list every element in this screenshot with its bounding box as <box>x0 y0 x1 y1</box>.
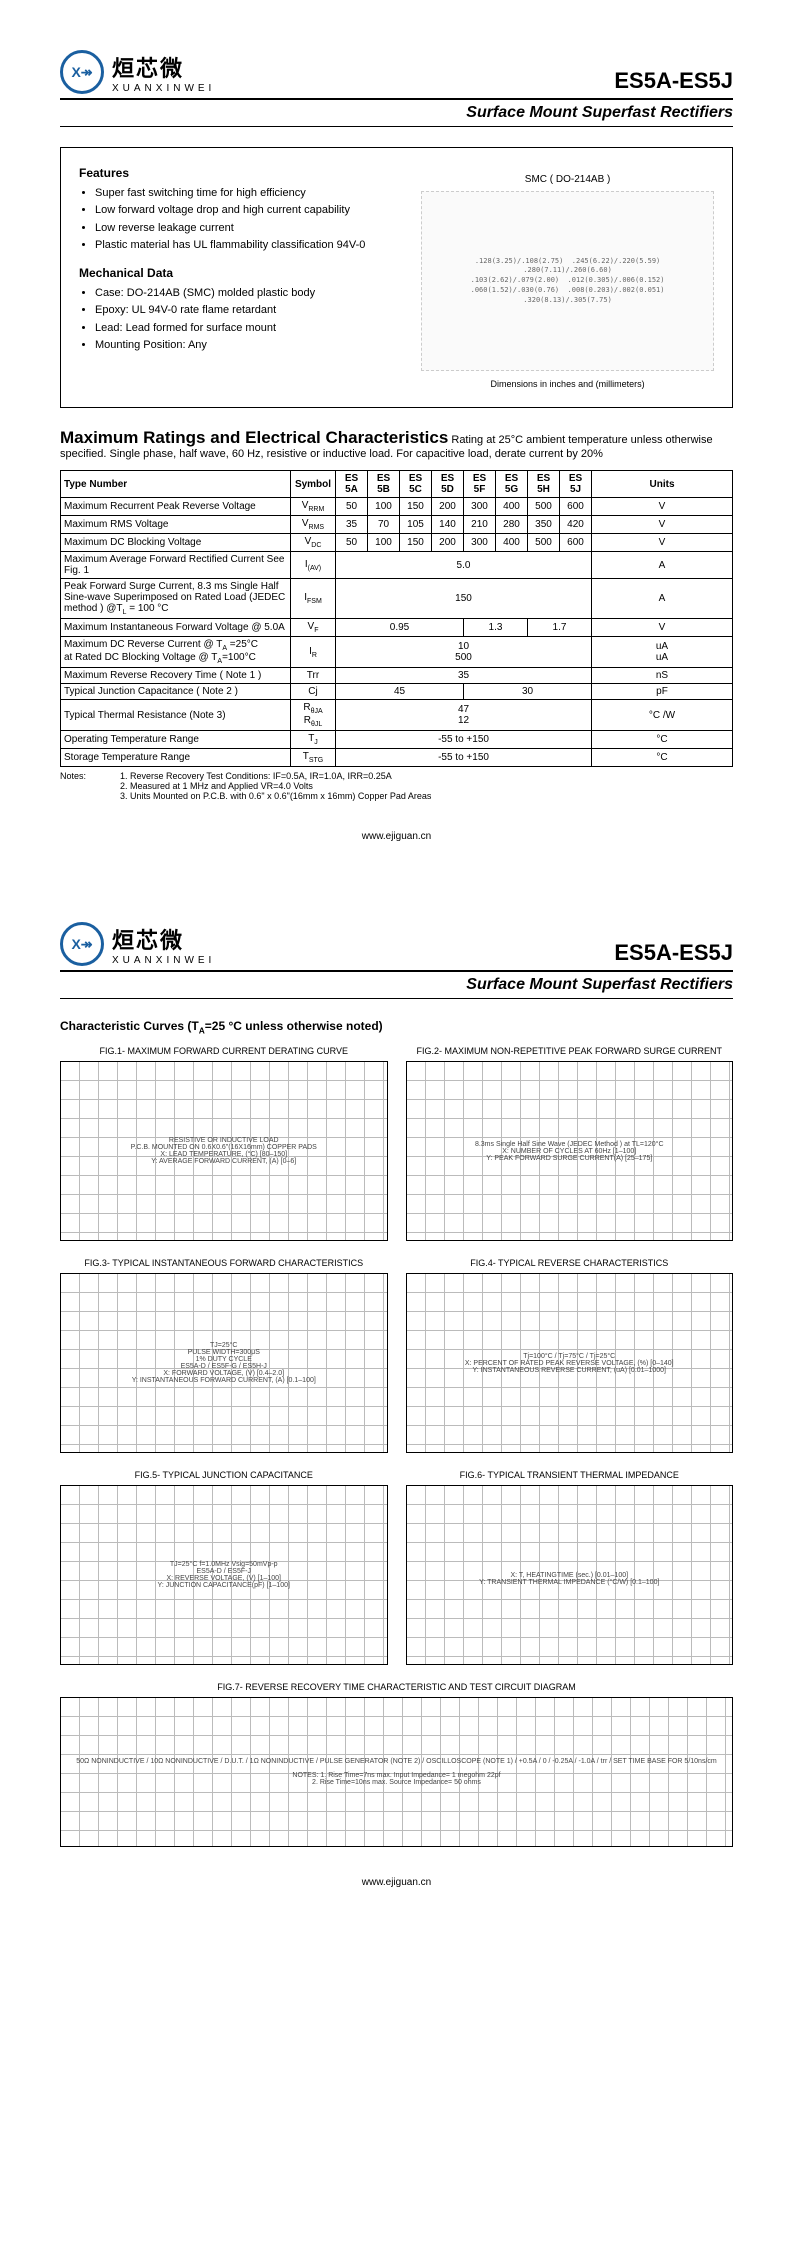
variant-header: ES 5G <box>496 471 528 498</box>
variant-header: ES 5B <box>368 471 400 498</box>
curve-title: FIG.6- TYPICAL TRANSIENT THERMAL IMPEDAN… <box>406 1471 734 1481</box>
part-number: ES5A-ES5J <box>614 68 733 94</box>
table-row: Storage Temperature RangeTSTG-55 to +150… <box>61 749 733 767</box>
fig7-diagram: 50Ω NONINDUCTIVE / 10Ω NONINDUCTIVE / D.… <box>60 1697 733 1847</box>
curve-figure: FIG.3- TYPICAL INSTANTANEOUS FORWARD CHA… <box>60 1259 388 1453</box>
variant-header: ES 5D <box>432 471 464 498</box>
curve-title: FIG.5- TYPICAL JUNCTION CAPACITANCE <box>60 1471 388 1481</box>
logo: X↠ 烜芯微 XUANXINWEI <box>60 50 215 94</box>
note-line: 3. Units Mounted on P.C.B. with 0.6" x 0… <box>120 791 431 801</box>
curve-plot: TJ=25°C PULSE WIDTH=300μS 1% DUTY CYCLE … <box>60 1273 388 1453</box>
curve-title: FIG.4- TYPICAL REVERSE CHARACTERISTICS <box>406 1259 734 1269</box>
list-item: Lead: Lead formed for surface mount <box>95 321 401 335</box>
table-row: Maximum RMS VoltageVRMS35701051402102803… <box>61 516 733 534</box>
variant-header: ES 5H <box>528 471 560 498</box>
datasheet-page-2: X↠ 烜芯微 XUANXINWEI ES5A-ES5J Surface Moun… <box>0 872 793 1918</box>
curve-plot: RESISTIVE OR INDUCTIVE LOAD P.C.B. MOUNT… <box>60 1061 388 1241</box>
logo-2: X↠ 烜芯微 XUANXINWEI <box>60 922 215 966</box>
list-item: Low forward voltage drop and high curren… <box>95 203 401 217</box>
features-mechdata-box: Features Super fast switching time for h… <box>60 147 733 408</box>
list-item: Mounting Position: Any <box>95 338 401 352</box>
page-header: X↠ 烜芯微 XUANXINWEI ES5A-ES5J <box>60 50 733 100</box>
mechdata-heading: Mechanical Data <box>79 266 401 280</box>
datasheet-page-1: X↠ 烜芯微 XUANXINWEI ES5A-ES5J Surface Moun… <box>0 0 793 872</box>
fig7: FIG.7- REVERSE RECOVERY TIME CHARACTERIS… <box>60 1683 733 1847</box>
part-number-2: ES5A-ES5J <box>614 940 733 966</box>
curve-plot: Tj=100°C / Tj=75°C / Tj=25°C X: PERCENT … <box>406 1273 734 1453</box>
note-line: 2. Measured at 1 MHz and Applied VR=4.0 … <box>120 781 431 791</box>
curves-heading: Characteristic Curves (TA=25 °C unless o… <box>60 1019 733 1035</box>
variant-header: ES 5F <box>464 471 496 498</box>
curve-figure: FIG.1- MAXIMUM FORWARD CURRENT DERATING … <box>60 1047 388 1241</box>
curve-plot: TJ=25°C f=1.0MHz Vsig=50mVp-p ES5A-D / E… <box>60 1485 388 1665</box>
table-row: Maximum DC Blocking VoltageVDC5010015020… <box>61 534 733 552</box>
features-heading: Features <box>79 166 401 180</box>
footer-url: www.ejiguan.cn <box>60 831 733 842</box>
notes-label: Notes: <box>60 771 120 801</box>
page-header-2: X↠ 烜芯微 XUANXINWEI ES5A-ES5J <box>60 922 733 972</box>
list-item: Low reverse leakage current <box>95 221 401 235</box>
footer-url-2: www.ejiguan.cn <box>60 1877 733 1888</box>
table-row: Maximum DC Reverse Current @ TA =25°Cat … <box>61 637 733 668</box>
logo-english: XUANXINWEI <box>112 83 215 94</box>
curve-plot: 8.3ms Single Half Sine Wave (JEDEC Metho… <box>406 1061 734 1241</box>
curve-plot: X: T, HEATINGTIME (sec.) [0.01–100] Y: T… <box>406 1485 734 1665</box>
list-item: Case: DO-214AB (SMC) molded plastic body <box>95 286 401 300</box>
package-dimension-drawing: .128(3.25)/.108(2.75) .245(6.22)/.220(5.… <box>421 191 714 371</box>
curves-grid: FIG.1- MAXIMUM FORWARD CURRENT DERATING … <box>60 1047 733 1847</box>
ratings-heading-block: Maximum Ratings and Electrical Character… <box>60 428 733 460</box>
table-row: Maximum Recurrent Peak Reverse VoltageVR… <box>61 498 733 516</box>
subtitle-2: Surface Mount Superfast Rectifiers <box>60 974 733 999</box>
table-row: Peak Forward Surge Current, 8.3 ms Singl… <box>61 579 733 619</box>
list-item: Epoxy: UL 94V-0 rate flame retardant <box>95 303 401 317</box>
variant-header: ES 5J <box>560 471 592 498</box>
curve-figure: FIG.2- MAXIMUM NON-REPETITIVE PEAK FORWA… <box>406 1047 734 1241</box>
table-row: Typical Thermal Resistance (Note 3)RθJAR… <box>61 700 733 731</box>
note-line: 1. Reverse Recovery Test Conditions: IF=… <box>120 771 431 781</box>
ratings-heading: Maximum Ratings and Electrical Character… <box>60 428 448 447</box>
curve-title: FIG.2- MAXIMUM NON-REPETITIVE PEAK FORWA… <box>406 1047 734 1057</box>
package-label: SMC ( DO-214AB ) <box>421 174 714 185</box>
mechdata-list: Case: DO-214AB (SMC) molded plastic body… <box>79 286 401 352</box>
list-item: Super fast switching time for high effic… <box>95 186 401 200</box>
curve-figure: FIG.5- TYPICAL JUNCTION CAPACITANCE TJ=2… <box>60 1471 388 1665</box>
notes-lines: 1. Reverse Recovery Test Conditions: IF=… <box>120 771 431 801</box>
dimension-footer: Dimensions in inches and (millimeters) <box>421 379 714 389</box>
ratings-notes: Notes: 1. Reverse Recovery Test Conditio… <box>60 771 733 801</box>
logo-icon: X↠ <box>60 50 104 94</box>
table-row: Maximum Reverse Recovery Time ( Note 1 )… <box>61 668 733 684</box>
curve-title: FIG.1- MAXIMUM FORWARD CURRENT DERATING … <box>60 1047 388 1057</box>
logo-english-2: XUANXINWEI <box>112 955 215 966</box>
curve-figure: FIG.4- TYPICAL REVERSE CHARACTERISTICS T… <box>406 1259 734 1453</box>
subtitle: Surface Mount Superfast Rectifiers <box>60 102 733 127</box>
features-list: Super fast switching time for high effic… <box>79 186 401 252</box>
table-row: Maximum Instantaneous Forward Voltage @ … <box>61 619 733 637</box>
logo-icon-2: X↠ <box>60 922 104 966</box>
curve-figure: FIG.6- TYPICAL TRANSIENT THERMAL IMPEDAN… <box>406 1471 734 1665</box>
logo-chinese-2: 烜芯微 <box>112 923 215 955</box>
table-row: Operating Temperature RangeTJ-55 to +150… <box>61 731 733 749</box>
ratings-table: Type NumberSymbolES 5AES 5BES 5CES 5DES … <box>60 470 733 767</box>
logo-chinese: 烜芯微 <box>112 51 215 83</box>
list-item: Plastic material has UL flammability cla… <box>95 238 401 252</box>
fig7-title: FIG.7- REVERSE RECOVERY TIME CHARACTERIS… <box>60 1683 733 1693</box>
variant-header: ES 5A <box>336 471 368 498</box>
table-row: Maximum Average Forward Rectified Curren… <box>61 552 733 579</box>
table-row: Typical Junction Capacitance ( Note 2 )C… <box>61 684 733 700</box>
variant-header: ES 5C <box>400 471 432 498</box>
curve-title: FIG.3- TYPICAL INSTANTANEOUS FORWARD CHA… <box>60 1259 388 1269</box>
